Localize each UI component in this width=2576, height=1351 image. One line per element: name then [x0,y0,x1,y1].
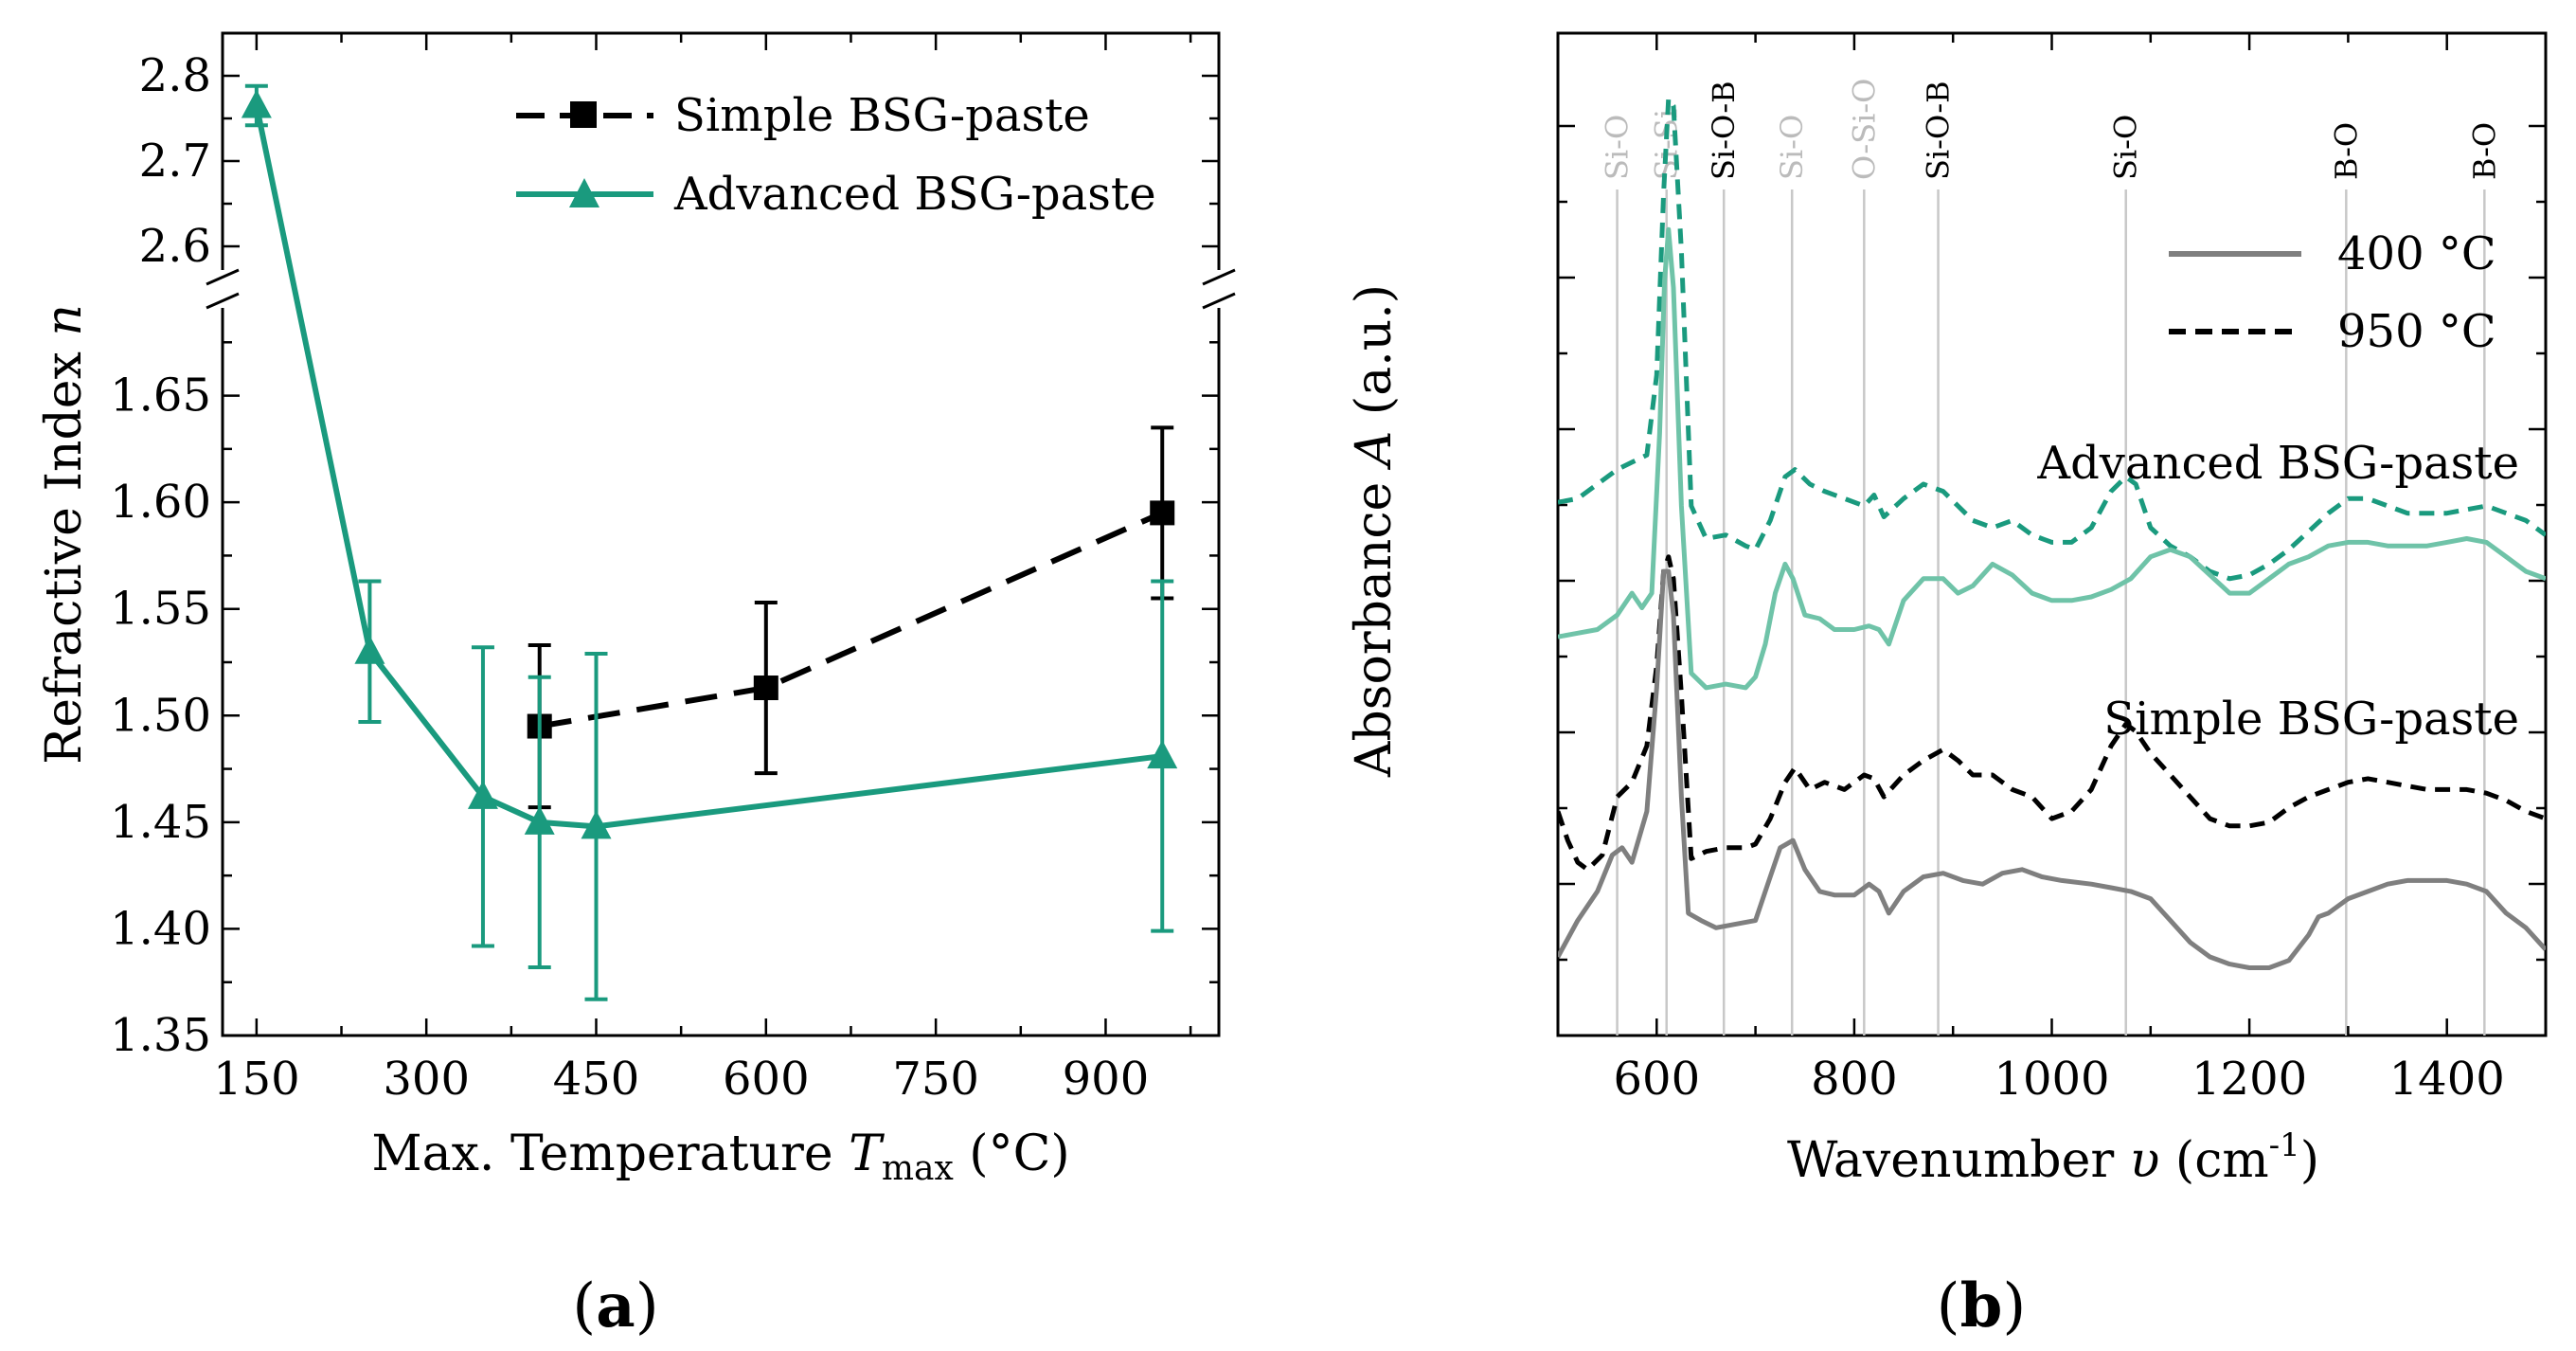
data-point-triangle [241,89,272,118]
axis-break-mark [206,292,240,310]
x-tick-label: 600 [1613,1053,1700,1106]
spectrum-simple-950 [1558,554,2546,873]
y-tick-label: 1.60 [110,476,211,529]
bond-label: Si-O-B [1706,81,1742,180]
legend-marker-triangle [569,178,599,207]
data-point-triangle [467,780,498,809]
y-tick-label: 1.50 [110,689,211,742]
y-tick-label: 1.35 [110,1009,211,1062]
bond-label: B-O [2328,122,2364,180]
panel-b-chart: Si-O Si-Si Si-O-B Si-O O-Si-O Si-O-B Si-O B-O B-… [1346,31,2548,1342]
y-tick-label: 2.7 [139,135,211,188]
bond-label: Si-O [1774,115,1810,180]
panel-b-y-axis-label: Absorbance A (a.u.) [1346,284,1403,778]
y-tick-label: 1.55 [110,583,211,636]
data-point-triangle [524,805,555,835]
data-point-triangle [354,635,385,664]
spectrum-advanced-950 [1558,96,2546,582]
panel-a-plot-frame [221,31,1221,1037]
axis-break-mark [1202,292,1236,310]
spectrum-simple-400 [1558,568,2546,970]
x-tick-label: 900 [1063,1053,1150,1106]
bond-label: Si-O [1600,115,1636,180]
legend-label-simple: Simple BSG-paste [674,89,1090,142]
panel-a-legend: Simple BSG-paste Advanced BSG-paste [516,89,1156,221]
panel-b-bond-lines: Si-O Si-Si Si-O-B Si-O O-Si-O Si-O-B Si-O B-O B-… [1600,79,2502,1036]
panel-a-x-axis-label: Max. Temperature Tmax (°C) [371,1126,1069,1188]
spectrum-advanced-400 [1558,226,2546,691]
legend-label-950: 950 °C [2337,305,2496,358]
data-point-triangle [1147,740,1178,769]
panel-a-label: (a) [572,1270,658,1342]
x-tick-label: 600 [723,1053,810,1106]
y-tick-label: 2.6 [139,220,211,273]
bond-label: Si-O-B [1921,81,1957,180]
bond-label: O-Si-O [1846,79,1882,180]
panel-b-x-axis-label: Wavenumber υ (cm-1) [1787,1126,2319,1189]
panel-b-data [1558,96,2546,970]
x-tick-label: 1200 [2191,1053,2307,1106]
bond-label: Si-O [2108,115,2144,180]
annotation-simple: Simple BSG-paste [2103,693,2519,746]
y-tick-label: 1.40 [110,902,211,955]
panel-b-legend: 400 °C 950 °C [2169,227,2496,358]
bond-label: B-O [2466,122,2502,180]
legend-label-400: 400 °C [2337,227,2496,280]
x-tick-label: 1000 [1994,1053,2109,1106]
panel-b-ticks: 600 800 1000 1200 1400 [1556,33,2548,1106]
axis-break-mark [1202,268,1236,286]
axis-break-mark [206,268,240,286]
panel-a-data [241,83,1178,1001]
panel-b-label: (b) [1937,1270,2027,1342]
y-tick-label: 1.65 [110,369,211,423]
series-line-advanced [253,104,1163,830]
x-tick-label: 450 [553,1053,640,1106]
panel-a-chart: 150 300 450 600 750 900 1.35 1.40 1.45 1.50 1.55 1.… [36,31,1236,1342]
legend-label-advanced: Advanced BSG-paste [673,168,1156,221]
data-point-square [1150,500,1175,526]
panel-a-y-axis-label: Refractive Index n [36,304,93,765]
x-tick-label: 300 [383,1053,470,1106]
data-point-square [753,676,778,701]
y-tick-label: 2.8 [139,49,211,102]
legend-marker-square [570,101,597,128]
x-tick-label: 750 [892,1053,979,1106]
series-line-simple [539,510,1164,730]
x-tick-label: 1400 [2389,1053,2505,1106]
x-tick-label: 150 [213,1053,300,1106]
data-point-triangle [581,810,612,839]
annotation-advanced: Advanced BSG-paste [2036,437,2519,490]
x-tick-label: 800 [1811,1053,1898,1106]
panel-a-ticks: 150 300 450 600 750 900 1.35 1.40 1.45 1.50 1.55 1.… [110,33,1219,1106]
y-tick-label: 1.45 [110,796,211,849]
